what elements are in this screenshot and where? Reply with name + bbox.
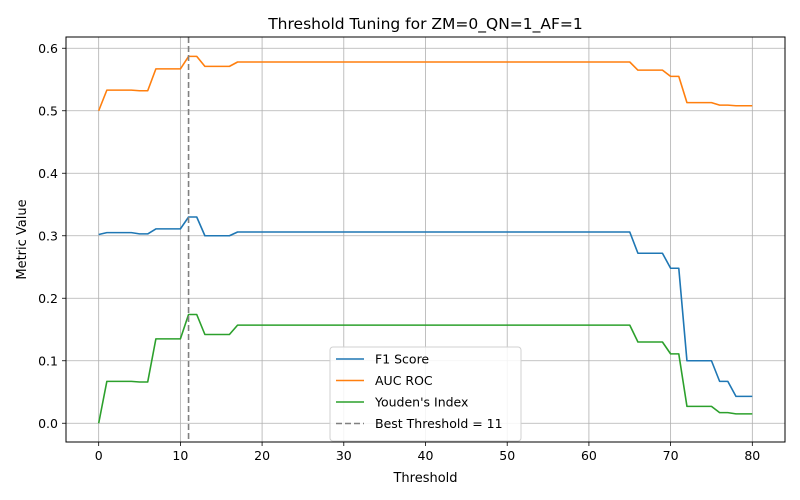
y-tick-label: 0.5 — [38, 103, 58, 118]
axis-ticks: 0 10 20 30 40 50 60 70 80 0.0 0.1 0.2 0.3 0.4 0.5 0.6 — [38, 41, 760, 463]
x-tick-label: 80 — [744, 448, 760, 463]
y-tick-label: 0.6 — [38, 41, 58, 56]
y-tick-label: 0.2 — [38, 291, 58, 306]
series-line — [97, 55, 753, 112]
y-tick-label: 0.4 — [38, 166, 58, 181]
legend: F1 Score AUC ROC Youden's Index Best Thresh… — [329, 346, 522, 442]
x-tick-label: 50 — [499, 448, 515, 463]
x-tick-label: 20 — [254, 448, 270, 463]
x-tick-label: 70 — [663, 448, 679, 463]
legend-label: Youden's Index — [374, 395, 468, 410]
legend-label: F1 Score — [375, 352, 429, 367]
series-line — [97, 313, 753, 424]
legend-label: Best Threshold = 11 — [375, 416, 503, 431]
x-tick-label: 60 — [581, 448, 597, 463]
legend-label: AUC ROC — [375, 373, 433, 388]
chart-title: Threshold Tuning for ZM=0_QN=1_AF=1 — [267, 15, 583, 34]
x-tick-label: 30 — [336, 448, 352, 463]
series-line — [98, 216, 753, 398]
y-axis-title: Metric Value — [15, 199, 30, 279]
x-axis-title: Threshold — [392, 471, 457, 486]
y-tick-label: 0.3 — [38, 228, 58, 243]
x-tick-label: 0 — [95, 448, 103, 463]
y-tick-label: 0.0 — [38, 416, 58, 431]
x-tick-label: 10 — [172, 448, 188, 463]
plot-area — [97, 37, 753, 442]
x-tick-label: 40 — [418, 448, 434, 463]
y-tick-label: 0.1 — [38, 353, 58, 368]
legend-box — [329, 346, 522, 442]
